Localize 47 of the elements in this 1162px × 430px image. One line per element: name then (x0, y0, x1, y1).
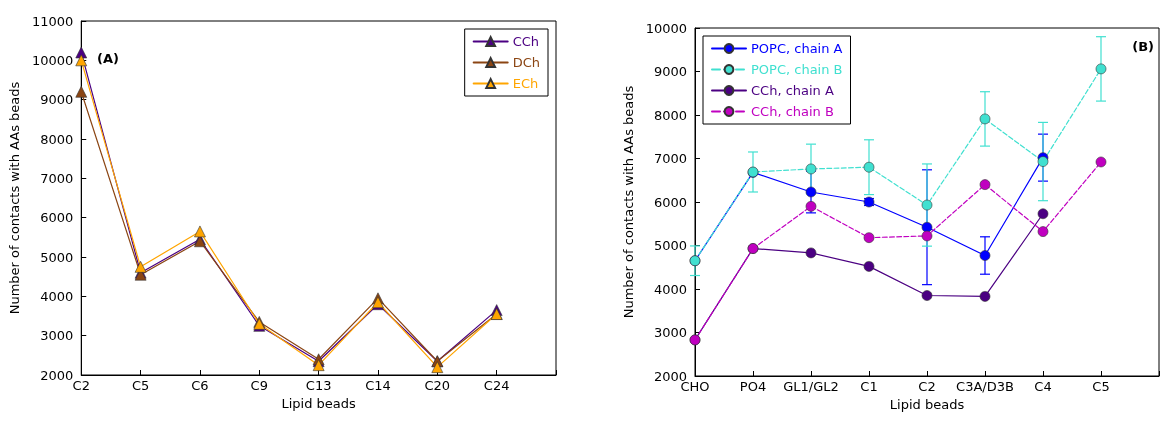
y-tick-label: 4000 (653, 281, 687, 297)
x-tick-label: C4 (1034, 379, 1052, 394)
x-axis-title: Lipid beads (889, 397, 965, 412)
y-tick-label: 9000 (40, 92, 74, 108)
x-tick-label: GL1/GL2 (783, 379, 839, 394)
y-tick-label: 9000 (653, 64, 687, 79)
x-tick-label: CHO (680, 379, 710, 394)
annotation: (A) (97, 51, 119, 66)
legend-label: CCh, chain A (751, 83, 834, 98)
y-tick-label: 3000 (40, 328, 74, 344)
y-tick-label: 5000 (40, 249, 74, 265)
y-tick-label: 6000 (653, 194, 687, 210)
legend-label: ECh (512, 76, 539, 91)
x-tick-label: PO4 (739, 379, 767, 394)
x-tick-label: C5 (1092, 379, 1110, 394)
legend-label: POPC, chain A (751, 41, 843, 56)
y-tick-label: 10000 (31, 52, 74, 68)
y-tick-label: 7000 (40, 170, 74, 186)
x-tick-label: C13 (305, 378, 332, 393)
y-tick-label: 3000 (653, 325, 687, 340)
y-tick-label: 8000 (653, 107, 687, 123)
y-tick-label: 5000 (653, 238, 687, 253)
y-tick-label: 8000 (40, 131, 74, 147)
x-tick-label: C3A/D3B (956, 379, 1014, 394)
x-tick-label: C2 (72, 378, 90, 393)
y-axis-title: Number of contacts with AAs beads (7, 81, 22, 315)
legend-label: CCh, chain B (751, 104, 834, 119)
y-axis-title: Number of contacts with AAs beads (620, 85, 636, 319)
legend-label: CCh (512, 34, 540, 49)
x-tick-label: C9 (250, 378, 268, 393)
y-tick-label: 4000 (40, 288, 74, 304)
x-axis-title: Lipid beads (281, 396, 357, 411)
annotation: (B) (1132, 39, 1155, 54)
y-tick-label: 11000 (31, 13, 74, 29)
x-tick-label: C5 (131, 378, 150, 393)
y-tick-label: 6000 (40, 210, 74, 226)
x-tick-label: C20 (424, 378, 451, 393)
y-tick-label: 10000 (645, 20, 687, 36)
x-tick-label: C24 (483, 378, 510, 393)
y-tick-label: 7000 (653, 151, 687, 166)
x-tick-label: C14 (365, 378, 391, 393)
x-tick-label: C2 (918, 379, 936, 394)
y-tick-label: 2000 (40, 367, 74, 383)
legend-label: POPC, chain B (751, 62, 843, 77)
legend-label: DCh (512, 55, 540, 70)
x-tick-label: C1 (860, 379, 878, 394)
x-tick-label: C6 (191, 378, 209, 393)
